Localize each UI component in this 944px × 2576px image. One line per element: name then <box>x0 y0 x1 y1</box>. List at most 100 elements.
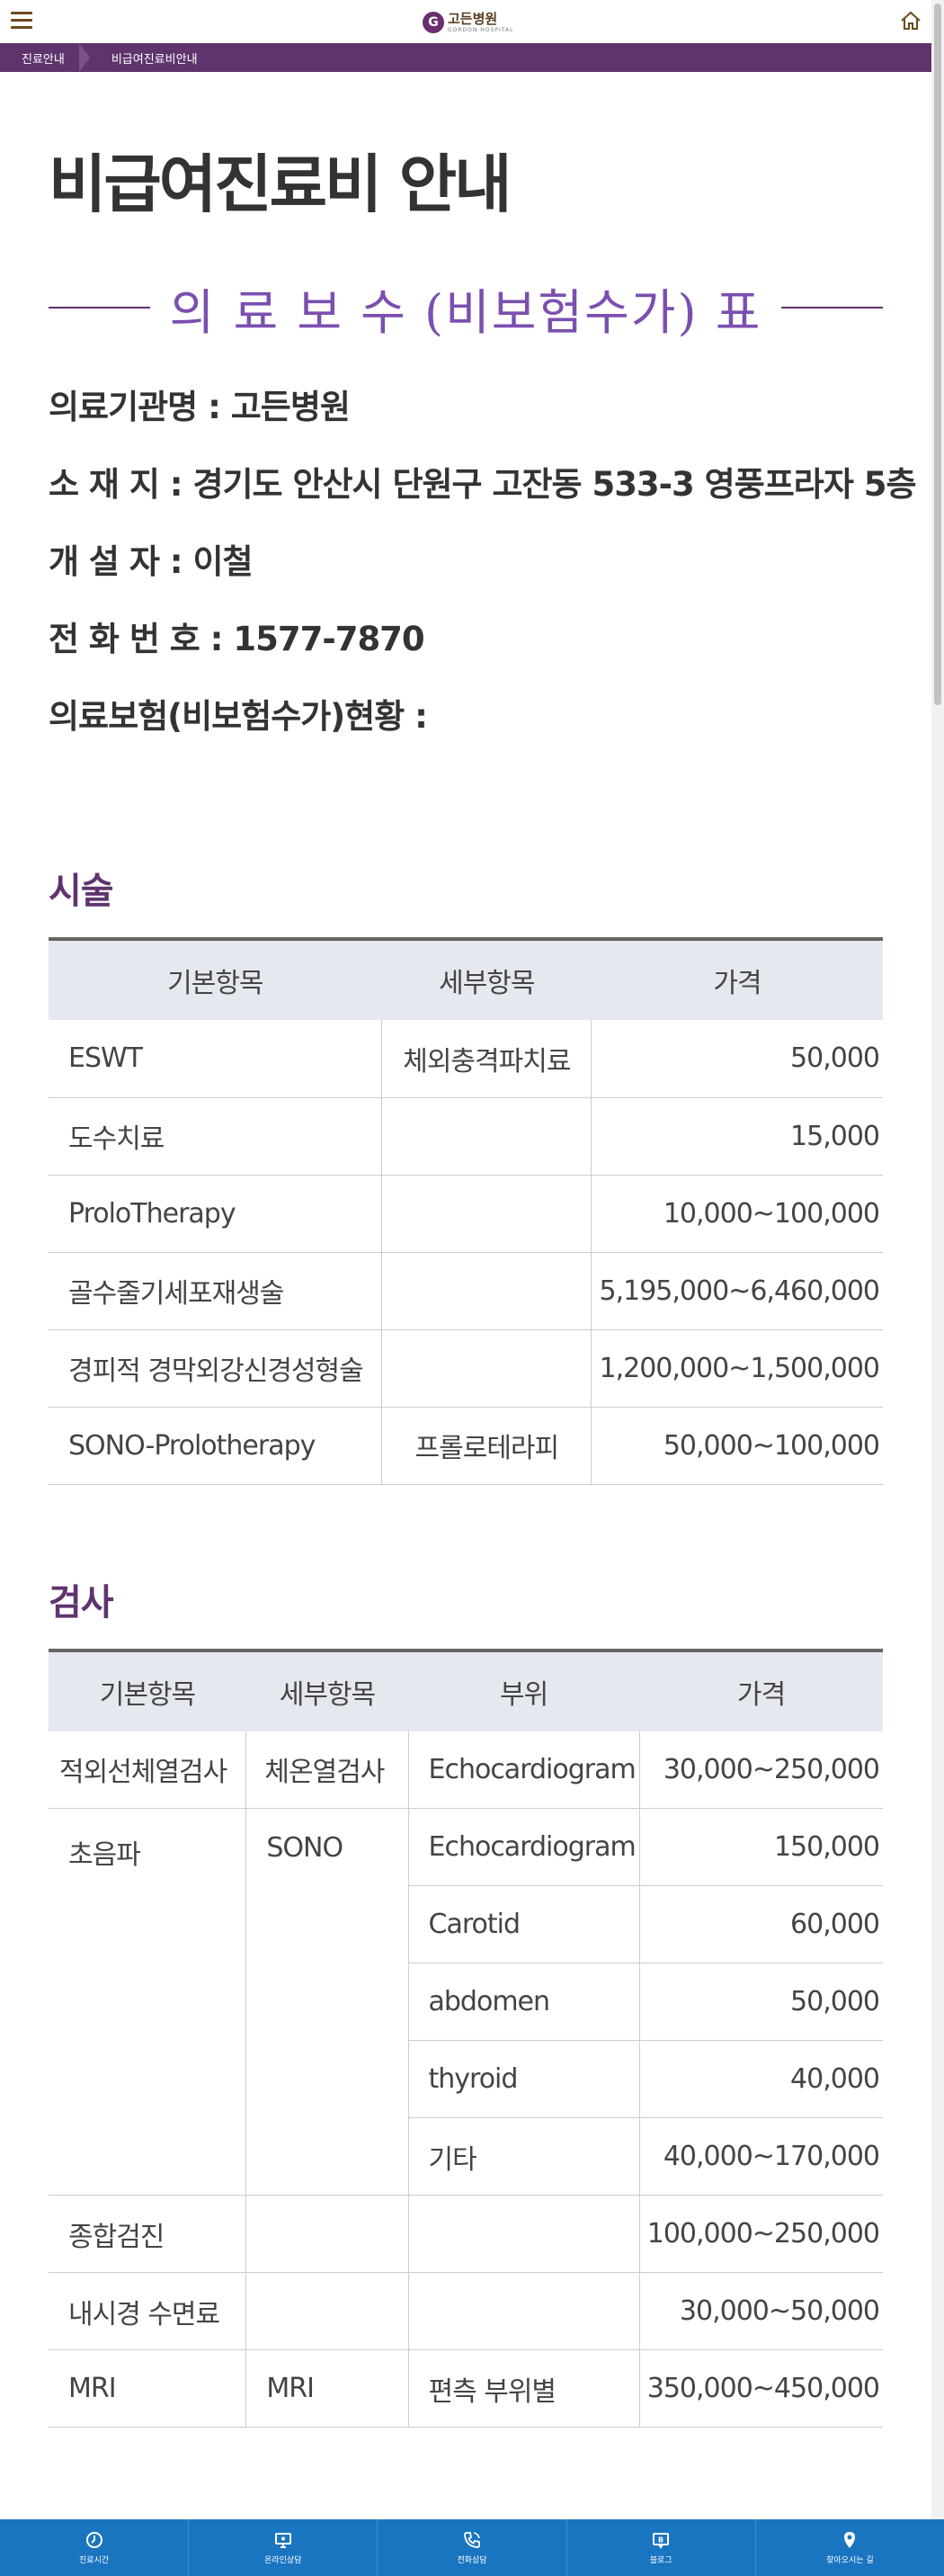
cell-part <box>407 2272 640 2350</box>
column-header: 기본항목 <box>49 937 382 1020</box>
heading-rule-right <box>781 307 884 309</box>
fee-table-heading: 의 료 보 수 (비보험수가) 표 <box>49 279 884 341</box>
cell-detail <box>381 1097 592 1176</box>
table-row: 종합검진 100,000~250,000 <box>49 2195 883 2273</box>
nav-item-phone-consult[interactable]: 전화상담 <box>378 2519 567 2576</box>
cell-price: 60,000 <box>638 1885 883 1963</box>
cell-price: 10,000~100,000 <box>591 1175 883 1253</box>
hamburger-menu-icon[interactable] <box>11 9 32 31</box>
phone-icon <box>464 2532 480 2548</box>
info-institution-name: 의료기관명 : 고든병원 <box>49 388 351 426</box>
cell-basic: 종합검진 <box>49 2195 246 2273</box>
table-row: MRI MRI 편측 부위별 350,000~450,000 <box>49 2349 883 2428</box>
column-header: 세부항목 <box>381 937 592 1020</box>
monitor-chat-icon <box>274 2533 291 2548</box>
heading-rule-left <box>49 307 150 309</box>
cell-price: 40,000~170,000 <box>638 2117 883 2196</box>
table-header-row: 기본항목 세부항목 부위 가격 <box>49 1648 883 1731</box>
cell-basic: SONO-Prolotherapy <box>49 1407 382 1485</box>
table-row: SONO-Prolotherapy 프롤로테라피 50,000~100,000 <box>49 1407 883 1485</box>
cell-price: 1,200,000~1,500,000 <box>591 1329 883 1408</box>
breadcrumb-item-noncovered-fees[interactable]: 비급여진료비안내 <box>111 52 198 67</box>
cell-basic: 내시경 수면료 <box>49 2272 246 2350</box>
cell-price: 50,000 <box>638 1963 883 2041</box>
column-header: 기본항목 <box>49 1648 246 1731</box>
cell-detail: SONO <box>245 1808 408 2196</box>
clock-icon <box>85 2532 102 2548</box>
cell-part: thyroid <box>407 2040 640 2118</box>
cell-basic: MRI <box>49 2349 246 2428</box>
cell-basic: 적외선체열검사 <box>49 1731 246 1809</box>
info-insurance-status: 의료보험(비보험수가)현황 : <box>49 697 428 736</box>
nav-label: 블로그 <box>649 2556 672 2565</box>
fee-table-heading-text: 의 료 보 수 (비보험수가) 표 <box>169 283 762 341</box>
cell-price: 350,000~450,000 <box>638 2349 883 2428</box>
nav-label: 찾아오시는 길 <box>826 2556 874 2565</box>
table-row: Carotid 60,000 <box>49 1885 883 1963</box>
cell-part: 기타 <box>407 2117 640 2196</box>
cell-detail <box>245 2272 408 2350</box>
nav-item-blog[interactable]: B 블로그 <box>567 2519 756 2576</box>
cell-price: 5,195,000~6,460,000 <box>591 1252 883 1330</box>
scrollbar-thumb[interactable] <box>934 4 941 705</box>
column-header: 가격 <box>591 937 883 1020</box>
table-header-row: 기본항목 세부항목 가격 <box>49 937 883 1020</box>
cell-part: Echocardiogram <box>407 1731 640 1809</box>
nav-label: 전화상담 <box>457 2556 487 2565</box>
table-row: 도수치료 15,000 <box>49 1097 883 1176</box>
section-title-exams: 검사 <box>49 1581 114 1623</box>
cell-detail: 체온열검사 <box>245 1731 408 1809</box>
cell-part: abdomen <box>407 1963 640 2041</box>
cell-detail <box>381 1252 592 1330</box>
table-row: 적외선체열검사 체온열검사 Echocardiogram 30,000~250,… <box>49 1731 883 1809</box>
svg-text:B: B <box>658 2536 663 2545</box>
breadcrumb: 진료안내 비급여진료비안내 <box>0 43 931 72</box>
cell-price: 100,000~250,000 <box>638 2195 883 2273</box>
cell-basic: 골수줄기세포재생술 <box>49 1252 382 1330</box>
hospital-logo[interactable]: G 고든병원 GORDON HOSPITAL <box>423 9 513 36</box>
cell-price: 30,000~50,000 <box>638 2272 883 2350</box>
logo-mark: G <box>423 12 444 33</box>
blog-icon: B <box>653 2533 670 2549</box>
cell-basic: 초음파 <box>49 1808 246 2196</box>
cell-part: 편측 부위별 <box>407 2349 640 2428</box>
cell-basic: 경피적 경막외강신경성형술 <box>49 1329 382 1408</box>
cell-part: Echocardiogram <box>407 1808 640 1886</box>
section-title-procedures: 시술 <box>49 871 114 912</box>
cell-part <box>407 2195 640 2273</box>
column-header: 부위 <box>408 1648 640 1731</box>
nav-item-online-consult[interactable]: 온라인상담 <box>189 2519 378 2576</box>
nav-label: 진료시간 <box>79 2556 110 2565</box>
table-row: 경피적 경막외강신경성형술 1,200,000~1,500,000 <box>49 1329 883 1408</box>
column-header: 세부항목 <box>245 1648 408 1731</box>
procedures-table: 기본항목 세부항목 가격 ESWT 체외충격파치료 50,000 도수치료 15… <box>49 937 883 1485</box>
nav-item-clinic-hours[interactable]: 진료시간 <box>0 2519 190 2576</box>
breadcrumb-separator-icon <box>78 43 90 72</box>
page-title: 비급여진료비 안내 <box>49 148 512 221</box>
cell-detail: 체외충격파치료 <box>381 1020 592 1098</box>
cell-detail <box>381 1175 592 1253</box>
breadcrumb-item-care-guide[interactable]: 진료안내 <box>22 52 65 67</box>
nav-label: 온라인상담 <box>264 2556 302 2565</box>
cell-price: 150,000 <box>638 1808 883 1886</box>
cell-basic: 도수치료 <box>49 1097 382 1176</box>
nav-item-directions[interactable]: 찾아오시는 길 <box>756 2519 944 2576</box>
cell-detail: 프롤로테라피 <box>381 1407 592 1485</box>
logo-subtext: GORDON HOSPITAL <box>448 26 514 33</box>
vertical-scrollbar[interactable] <box>931 0 944 2576</box>
info-phone: 전 화 번 호 : 1577-7870 <box>49 620 425 658</box>
home-icon[interactable] <box>899 9 922 32</box>
table-row: ESWT 체외충격파치료 50,000 <box>49 1020 883 1098</box>
cell-detail: MRI <box>245 2349 408 2428</box>
cell-price: 50,000 <box>591 1020 883 1098</box>
cell-price: 30,000~250,000 <box>638 1731 883 1809</box>
table-row: thyroid 40,000 <box>49 2040 883 2118</box>
logo-text: 고든병원 <box>448 10 498 27</box>
cell-basic: ESWT <box>49 1020 382 1098</box>
cell-part: Carotid <box>407 1885 640 1963</box>
column-header: 가격 <box>639 1648 883 1731</box>
table-row: 기타 40,000~170,000 <box>49 2117 883 2196</box>
cell-basic: ProloTherapy <box>49 1175 382 1253</box>
hospital-info: 의료기관명 : 고든병원 소 재 지 : 경기도 안산시 단원구 고잔동 533… <box>49 369 917 756</box>
info-address: 소 재 지 : 경기도 안산시 단원구 고잔동 533-3 영풍프라자 5층 <box>49 465 917 504</box>
